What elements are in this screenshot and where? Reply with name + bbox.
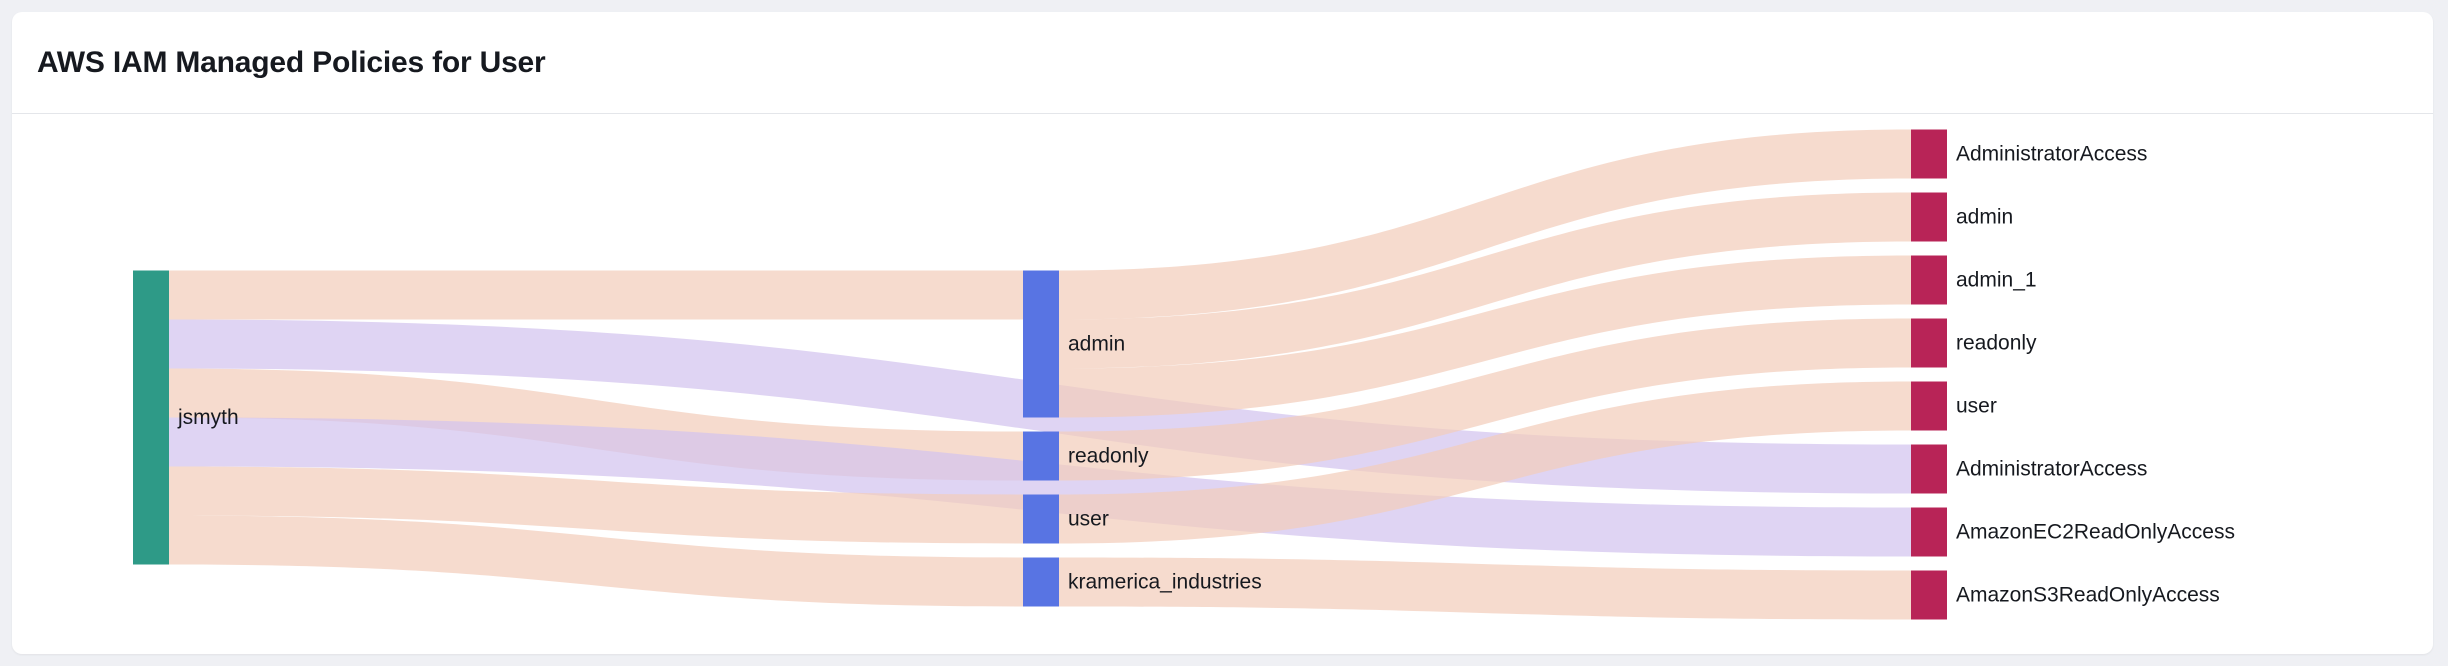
sankey-node-p_admin_1[interactable]: [1911, 255, 1947, 305]
card-header: AWS IAM Managed Policies for User: [12, 12, 2433, 114]
sankey-link-g_kramerica-to-p_s3_ro[interactable]: [1059, 557, 1911, 620]
sankey-node-label-g_readonly: readonly: [1068, 445, 1149, 468]
sankey-link-g_readonly-to-p_readonly[interactable]: [1059, 318, 1911, 481]
sankey-node-g_user[interactable]: [1023, 494, 1059, 544]
sankey-link-g_user-to-p_user[interactable]: [1059, 381, 1911, 544]
sankey-link-u_jsmyth-to-g_kramerica[interactable]: [169, 515, 1023, 607]
sankey-node-p_admin_access_1[interactable]: [1911, 129, 1947, 179]
sankey-link-u_jsmyth-to-g_admin[interactable]: [169, 270, 1023, 320]
sankey-link-u_jsmyth-to-g_user[interactable]: [169, 466, 1023, 544]
sankey-link-g_admin-to-p_admin_access_1[interactable]: [1059, 129, 1911, 320]
sankey-node-g_readonly[interactable]: [1023, 431, 1059, 481]
card-title: AWS IAM Managed Policies for User: [37, 45, 546, 79]
sankey-node-p_ec2_ro[interactable]: [1911, 507, 1947, 557]
sankey-node-label-p_s3_ro: AmazonS3ReadOnlyAccess: [1956, 584, 2220, 607]
sankey-node-g_admin[interactable]: [1023, 270, 1059, 418]
sankey-node-p_user[interactable]: [1911, 381, 1947, 431]
sankey-node-g_kramerica[interactable]: [1023, 557, 1059, 607]
policy-card: AWS IAM Managed Policies for User jsmyth…: [12, 12, 2433, 654]
sankey-node-label-u_jsmyth: jsmyth: [177, 406, 239, 429]
sankey-node-label-p_admin: admin: [1956, 206, 2013, 229]
sankey-node-label-p_admin_1: admin_1: [1956, 269, 2037, 292]
sankey-node-p_admin[interactable]: [1911, 192, 1947, 242]
sankey-svg: jsmyth admin readonly user kramerica_industr…: [133, 129, 2235, 620]
sankey-node-label-p_ec2_ro: AmazonEC2ReadOnlyAccess: [1956, 521, 2235, 544]
labels-layer: jsmyth admin readonly user kramerica_industr…: [177, 143, 2235, 607]
sankey-node-label-g_admin: admin: [1068, 333, 1125, 356]
sankey-link-g_admin-to-p_admin[interactable]: [1059, 192, 1911, 369]
sankey-node-label-g_user: user: [1068, 508, 1109, 531]
nodes-layer: [133, 129, 1947, 620]
sankey-node-label-p_admin_access_2: AdministratorAccess: [1956, 458, 2147, 481]
sankey-chart: jsmyth admin readonly user kramerica_industr…: [12, 115, 2433, 654]
sankey-node-p_s3_ro[interactable]: [1911, 570, 1947, 620]
sankey-node-p_admin_access_2[interactable]: [1911, 444, 1947, 494]
sankey-node-label-p_admin_access_1: AdministratorAccess: [1956, 143, 2147, 166]
sankey-link-u_jsmyth-to-p_ec2_ro[interactable]: [169, 417, 1911, 557]
sankey-node-u_jsmyth[interactable]: [133, 270, 169, 565]
sankey-node-label-g_kramerica: kramerica_industries: [1068, 571, 1262, 594]
sankey-link-g_admin-to-p_admin_1[interactable]: [1059, 255, 1911, 418]
sankey-node-label-p_user: user: [1956, 395, 1997, 418]
sankey-node-label-p_readonly: readonly: [1956, 332, 2037, 355]
links-layer: [169, 129, 1911, 620]
sankey-node-p_readonly[interactable]: [1911, 318, 1947, 368]
